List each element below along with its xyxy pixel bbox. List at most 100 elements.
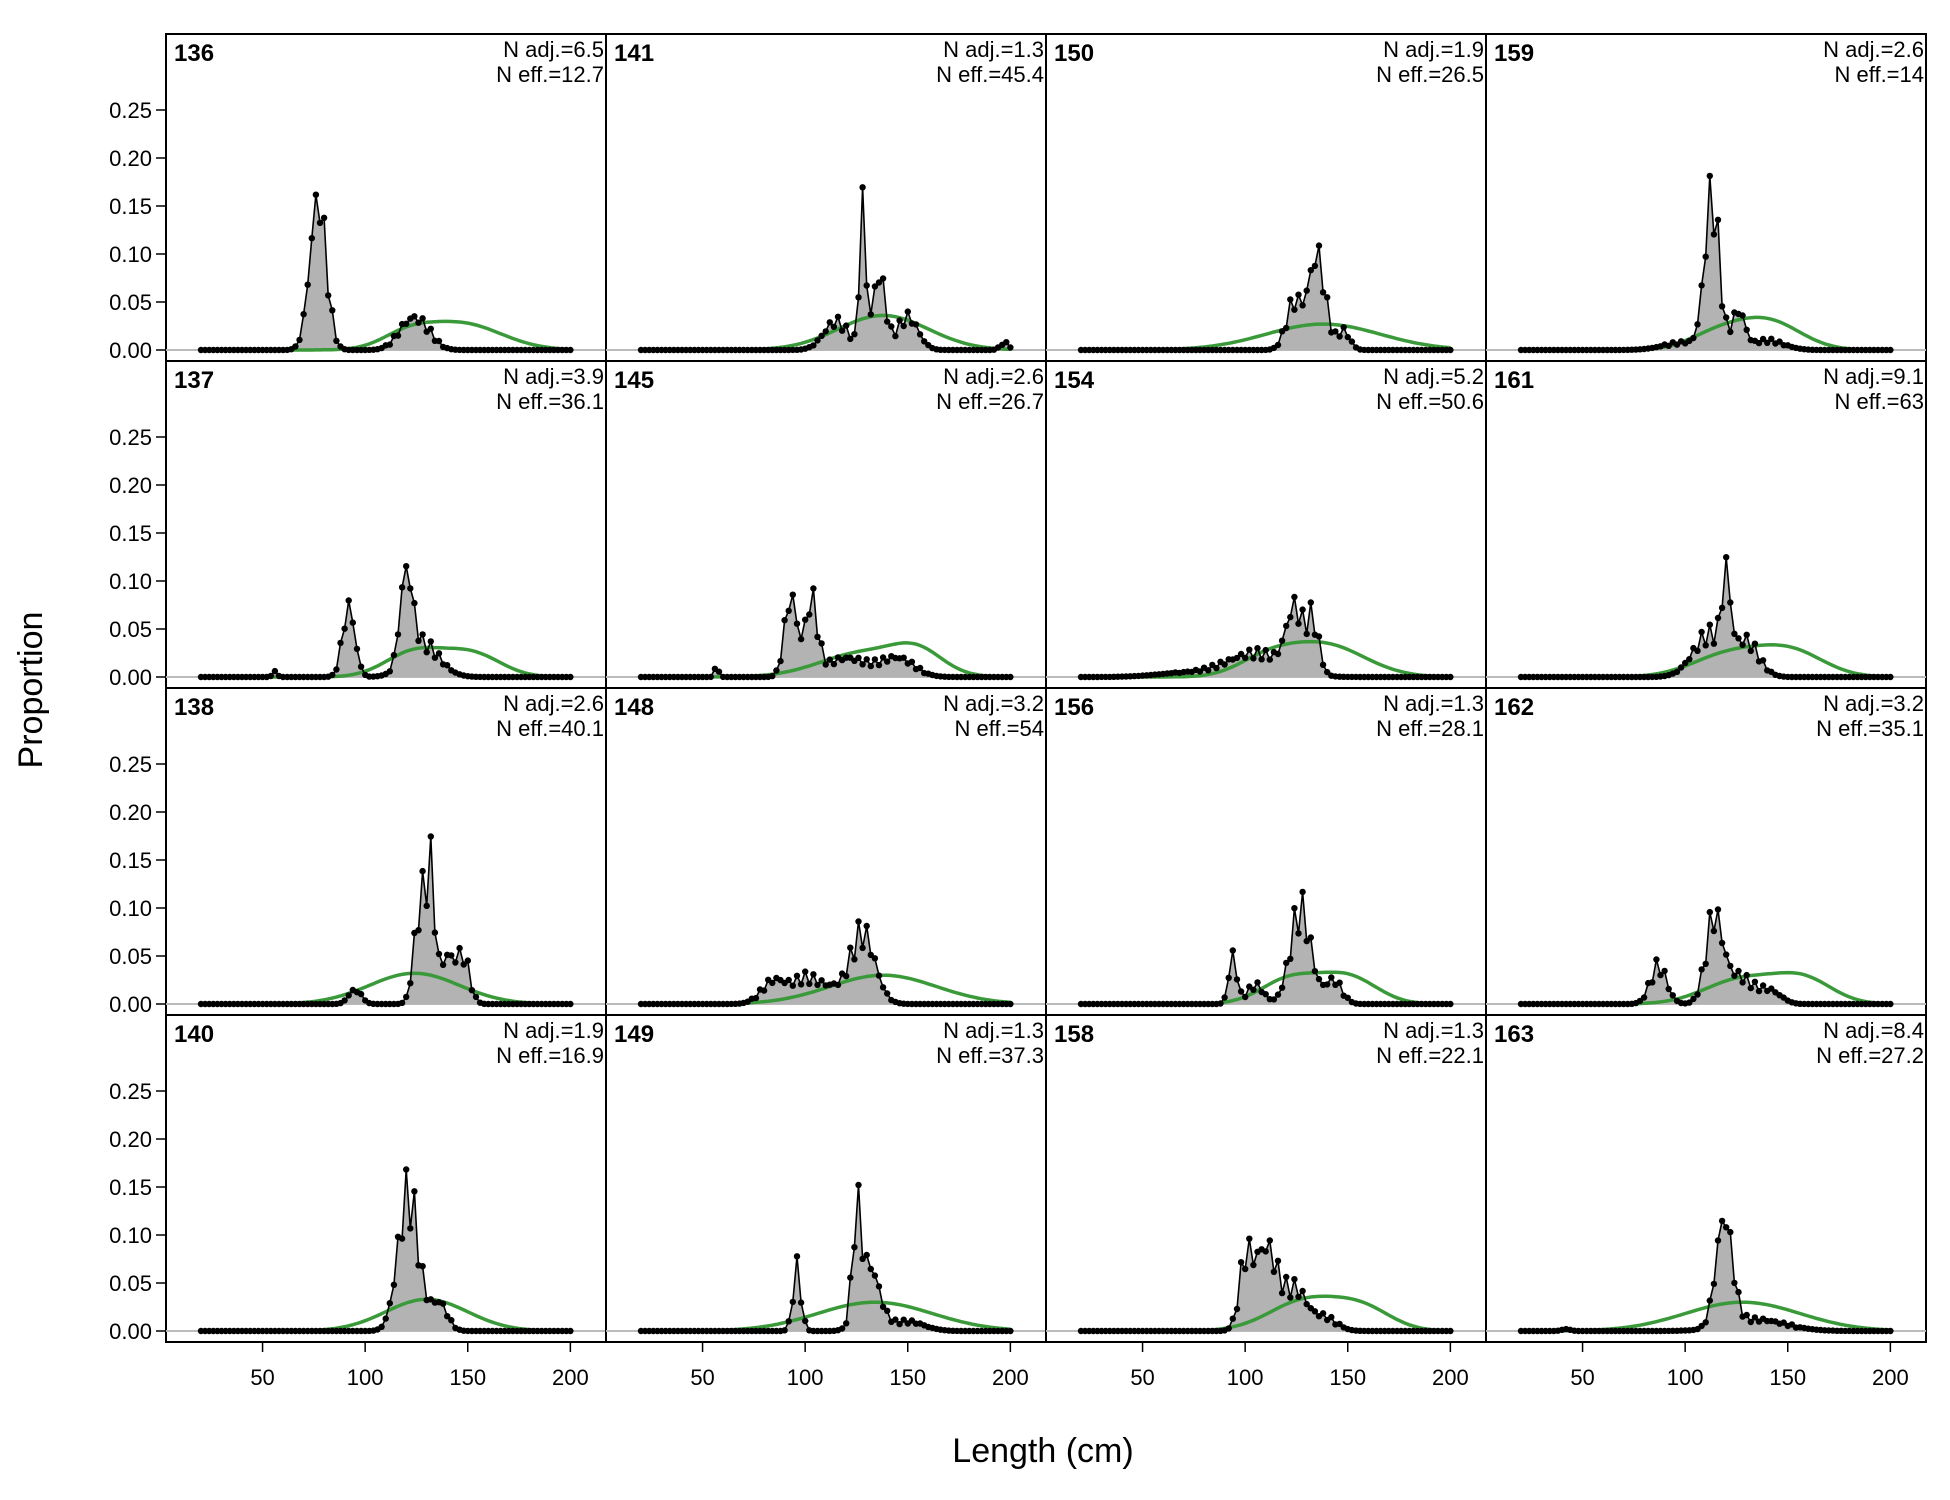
observed-point [1751,1314,1759,1321]
observed-area [1081,597,1451,677]
y-tick-label: 0.00 [109,665,152,690]
observed-point [1735,1288,1742,1296]
panel-159: 159 N adj.=2.6N eff.=14 [1485,33,1927,362]
observed-point [444,1313,451,1320]
observed-point [793,1253,801,1260]
observed-point [1348,338,1356,345]
observed-point [312,191,320,198]
x-tick-label: 50 [690,1365,714,1390]
observed-point [1319,289,1327,296]
observed-point [1344,333,1352,341]
observed-point [1657,971,1664,979]
y-tick-label: 0.25 [109,425,152,450]
observed-point [415,927,422,934]
observed-point [296,336,303,344]
panel-136: 136 N adj.=6.5N eff.=12.7 0.00 0.05 0.10 0.15… [109,33,607,363]
observed-point [867,311,874,318]
observed-point [292,343,299,350]
observed-point [1324,981,1331,988]
observed-point [1319,661,1327,668]
panel-id-label: 145 [614,367,654,394]
observed-point [1250,1261,1257,1269]
n-eff-label: N eff.=40.1 [496,716,604,741]
observed-point [1007,673,1014,681]
observed-point [1447,1327,1454,1335]
n-eff-label: N eff.=22.1 [1376,1043,1484,1068]
observed-point [879,275,887,282]
n-adj-label: N adj.=1.3 [1383,1018,1484,1043]
observed-point [423,902,430,910]
observed-point [1690,334,1697,342]
observed-point [1677,664,1685,671]
observed-point [1768,335,1775,342]
observed-line [1521,1218,1891,1332]
panel-141: 141 N adj.=1.3N eff.=45.4 [605,33,1047,362]
observed-point [1246,1235,1253,1242]
observed-point [1714,1237,1722,1244]
observed-point [398,584,406,591]
observed-point [1287,955,1294,962]
observed-line [641,1184,1011,1332]
observed-point [1747,984,1755,992]
observed-point [386,668,393,675]
observed-area [1521,1220,1891,1331]
observed-point [1266,1237,1274,1244]
n-eff-label: N eff.=14 [1835,62,1925,87]
y-tick-label: 0.10 [109,242,152,267]
observed-point [1727,599,1734,606]
y-tick-label: 0.10 [109,1223,152,1248]
observed-point [423,649,430,656]
observed-point [1205,667,1212,674]
n-adj-label: N adj.=5.2 [1383,364,1484,389]
observed-point [333,666,340,673]
observed-point [1291,1276,1298,1283]
observed-point [1328,1313,1335,1321]
observed-point [394,631,402,638]
observed-point [1755,339,1763,347]
panel-id-label: 137 [174,367,214,394]
observed-point [1225,1325,1232,1332]
n-adj-label: N adj.=1.3 [1383,691,1484,716]
observed-point [900,1316,907,1323]
panel-149: 149 N adj.=1.3N eff.=37.3 50 100 150 200 [605,1014,1047,1390]
observed-point [1287,613,1294,621]
observed-point [427,638,434,645]
observed-point [1270,1268,1278,1276]
observed-point [863,656,870,663]
observed-point [777,657,784,665]
observed-area [641,187,1011,350]
n-adj-label: N adj.=1.3 [943,1018,1044,1043]
observed-point [1747,647,1755,655]
observed-point [472,993,480,1001]
observed-point [830,323,838,330]
observed-point [329,307,336,314]
observed-point [916,664,924,672]
observed-point [1315,975,1323,983]
panel-163: 163 N adj.=8.4N eff.=27.2 50 100 150 200 [1485,1014,1927,1390]
n-eff-label: N eff.=37.3 [936,1043,1044,1068]
observed-point [785,1318,792,1325]
observed-point [916,331,924,338]
observed-point [411,313,418,320]
observed-point [847,1274,854,1281]
observed-point [1007,1000,1014,1008]
observed-point [1270,996,1278,1003]
observed-point [1702,253,1709,260]
x-tick-label: 100 [787,1365,824,1390]
observed-point [411,1188,418,1195]
observed-point [1242,993,1249,1001]
observed-point [403,320,410,327]
y-tick-label: 0.15 [109,848,152,873]
observed-point [1250,986,1257,993]
observed-point [715,668,723,675]
observed-point [1196,668,1204,675]
observed-point [1007,344,1014,351]
observed-point [1328,974,1335,981]
observed-point [884,990,891,997]
observed-point [1283,622,1290,630]
observed-point [1887,1000,1894,1008]
observed-point [773,667,780,674]
observed-point [1233,1305,1241,1313]
observed-point [1776,338,1783,345]
observed-point [325,292,332,299]
